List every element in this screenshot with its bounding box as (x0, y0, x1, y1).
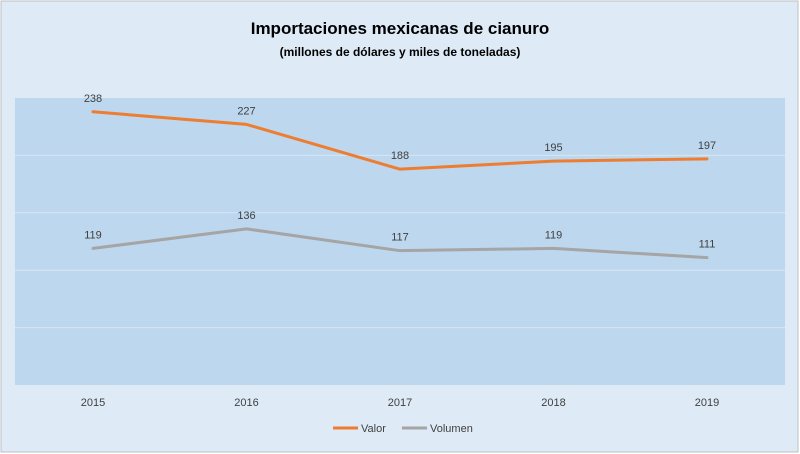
legend-label: Valor (361, 423, 386, 435)
x-tick-label: 2018 (541, 397, 565, 409)
data-label-valor: 197 (698, 140, 716, 152)
data-label-volumen: 119 (84, 229, 102, 241)
legend-label: Volumen (430, 423, 473, 435)
x-tick-label: 2016 (234, 397, 258, 409)
data-label-valor: 195 (544, 142, 562, 154)
x-tick-label: 2017 (388, 397, 412, 409)
data-label-valor: 227 (237, 105, 255, 117)
legend: Valor Volumen (333, 423, 473, 435)
data-label-volumen: 119 (545, 229, 563, 241)
legend-item-valor: Valor (333, 423, 386, 435)
series-line-valor (91, 110, 709, 171)
series-lines (91, 110, 709, 260)
x-axis-tick-labels: 2015 2016 2017 2018 2019 (81, 397, 719, 409)
data-label-valor: 188 (391, 150, 409, 162)
data-label-volumen: 117 (391, 232, 409, 244)
chart-title: Importaciones mexicanas de cianuro (251, 19, 550, 38)
legend-item-volumen: Volumen (402, 423, 473, 435)
x-tick-label: 2019 (695, 397, 719, 409)
series-line-volumen (91, 227, 709, 260)
x-tick-label: 2015 (81, 397, 105, 409)
chart-subtitle: (millones de dólares y miles de tonelada… (280, 45, 521, 59)
gridlines (15, 154, 785, 329)
data-labels: 238 227 188 195 197 119 136 117 119 111 (84, 93, 716, 251)
data-label-volumen: 136 (237, 210, 255, 222)
data-label-volumen: 111 (699, 239, 716, 251)
data-label-valor: 238 (84, 93, 102, 105)
